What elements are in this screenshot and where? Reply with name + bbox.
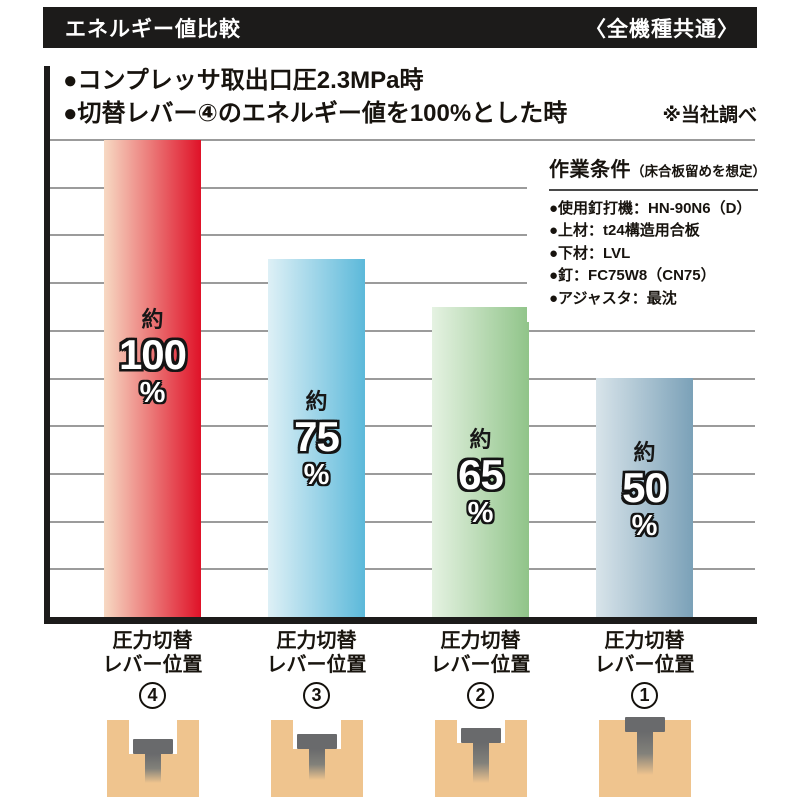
bar-unit: % <box>139 376 166 409</box>
bar-label-stack: 約 100% <box>104 119 201 596</box>
bar-approx-label: 約 <box>633 439 656 465</box>
bar-unit: % <box>303 459 330 491</box>
nail-shank <box>308 749 325 780</box>
bar-lever-1: 約 50% <box>596 378 693 617</box>
bar-value: 100 <box>118 330 187 378</box>
lever-number-badge-3: 3 <box>303 682 330 709</box>
bar-value: 75 <box>294 413 340 460</box>
gridline-50pct <box>50 378 755 380</box>
category-line-1: 圧力切替 <box>112 630 193 652</box>
y-axis <box>44 66 50 624</box>
category-label-lever-1: 圧力切替 レバー位置 <box>575 629 715 677</box>
category-label-lever-3: 圧力切替 レバー位置 <box>247 629 387 677</box>
source-note: ※当社調べ <box>662 105 757 126</box>
conditions-title: 作業条件 <box>549 159 631 181</box>
x-axis-baseline <box>44 617 757 624</box>
nail-depth-diagram-2 <box>434 720 527 797</box>
title-bar: エネルギー値比較 〈全機種共通〉 <box>43 7 757 48</box>
conditions-header: 作業条件（床合板留めを想定） <box>549 153 766 191</box>
category-line-1: 圧力切替 <box>440 630 521 652</box>
lever-number-badge-4: 4 <box>139 682 166 709</box>
note-line-2: ●切替レバー④のエネルギー値を100%とした時 <box>63 100 568 127</box>
nail-depth-diagram-3 <box>270 720 363 797</box>
condition-item-2: ●上材：t24構造用合板 <box>549 222 700 240</box>
gridline-90pct <box>50 187 755 189</box>
bar-label-stack: 約 75% <box>268 261 365 619</box>
condition-item-5: ●アジャスタ：最沈 <box>549 289 677 307</box>
gridline-40pct <box>50 425 755 427</box>
page-title: エネルギー値比較 <box>65 17 241 41</box>
bar-value: 65 <box>458 451 504 498</box>
bar-label-stack: 約 50% <box>596 371 693 610</box>
nail-depth-diagram-4 <box>106 720 199 797</box>
gridline-100pct <box>50 139 755 141</box>
gridline-70pct <box>50 282 755 284</box>
chart-notes: ●コンプレッサ取出口圧2.3MPa時 ●切替レバー④のエネルギー値を100%とし… <box>63 64 567 130</box>
bar-label-stack: 約 65% <box>432 323 529 633</box>
bar-approx-label: 約 <box>469 427 492 452</box>
bar-value: 50 <box>622 463 668 511</box>
nail-head <box>296 734 337 749</box>
nail-head <box>460 728 501 743</box>
condition-item-3: ●下材：LVL <box>549 244 631 262</box>
bar-unit: % <box>631 509 658 542</box>
gridline-60pct <box>50 330 755 332</box>
condition-item-4: ●釘：FC75W8（CN75） <box>549 267 716 285</box>
category-line-1: 圧力切替 <box>604 630 685 652</box>
lever-number-badge-2: 2 <box>467 682 494 709</box>
nail-shank <box>472 743 489 783</box>
lever-number-badge-1: 1 <box>631 682 658 709</box>
bar-lever-4: 約 100% <box>104 140 201 617</box>
category-line-2: レバー位置 <box>594 654 695 676</box>
page-badge: 〈全機種共通〉 <box>585 17 739 41</box>
nail-head <box>132 739 173 754</box>
nail-shank <box>636 732 653 775</box>
category-line-2: レバー位置 <box>266 654 367 676</box>
conditions-list: ●使用釘打機：HN-90N6（D） ●上材：t24構造用合板 ●下材：LVL ●釘：F… <box>549 198 758 310</box>
gridline-80pct <box>50 234 755 236</box>
note-line-1: ●コンプレッサ取出口圧2.3MPa時 <box>63 67 424 94</box>
category-line-2: レバー位置 <box>102 654 203 676</box>
conditions-title-note: （床合板留めを想定） <box>631 164 766 179</box>
nail-depth-diagram-1 <box>598 717 691 797</box>
condition-item-1: ●使用釘打機：HN-90N6（D） <box>549 200 752 217</box>
bar-approx-label: 約 <box>305 389 328 414</box>
bar-lever-2: 約 65% <box>432 307 529 617</box>
gridline-30pct <box>50 473 755 475</box>
conditions-panel: 作業条件（床合板留めを想定） ●使用釘打機：HN-90N6（D） ●上材：t24構… <box>527 147 766 323</box>
category-label-lever-4: 圧力切替 レバー位置 <box>83 629 223 677</box>
bar-lever-3: 約 75% <box>268 259 365 617</box>
bar-unit: % <box>467 497 494 529</box>
gridline-20pct <box>50 521 755 523</box>
category-line-2: レバー位置 <box>430 654 531 676</box>
gridline-10pct <box>50 568 755 570</box>
category-line-1: 圧力切替 <box>276 630 357 652</box>
nail-head <box>624 717 665 732</box>
category-label-lever-2: 圧力切替 レバー位置 <box>411 629 551 677</box>
nail-shank <box>144 754 161 783</box>
bar-approx-label: 約 <box>141 306 164 332</box>
